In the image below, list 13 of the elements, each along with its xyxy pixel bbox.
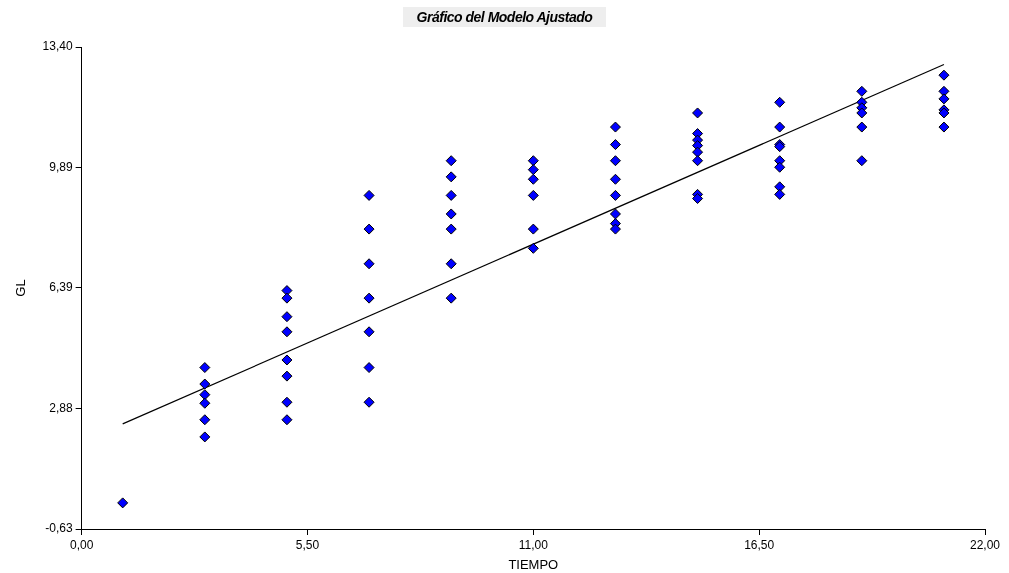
x-axis-title: TIEMPO bbox=[508, 556, 559, 572]
y-tick-label: 13,40 bbox=[42, 39, 73, 54]
x-tick-label: 5,50 bbox=[295, 537, 320, 552]
x-tick-label: 16,50 bbox=[744, 537, 775, 552]
chart-title: Gráfico del Modelo Ajustado bbox=[402, 7, 607, 27]
y-tick-label: -0,63 bbox=[45, 521, 73, 536]
x-tick-label: 22,00 bbox=[969, 537, 1001, 552]
y-axis-title: GL bbox=[13, 279, 29, 297]
y-tick-label: 9,89 bbox=[49, 159, 73, 174]
x-tick-label: 0,00 bbox=[69, 537, 94, 552]
x-tick-label: 11,00 bbox=[518, 537, 549, 552]
y-tick-label: 2,88 bbox=[49, 400, 73, 415]
y-tick-label: 6,39 bbox=[49, 280, 73, 295]
